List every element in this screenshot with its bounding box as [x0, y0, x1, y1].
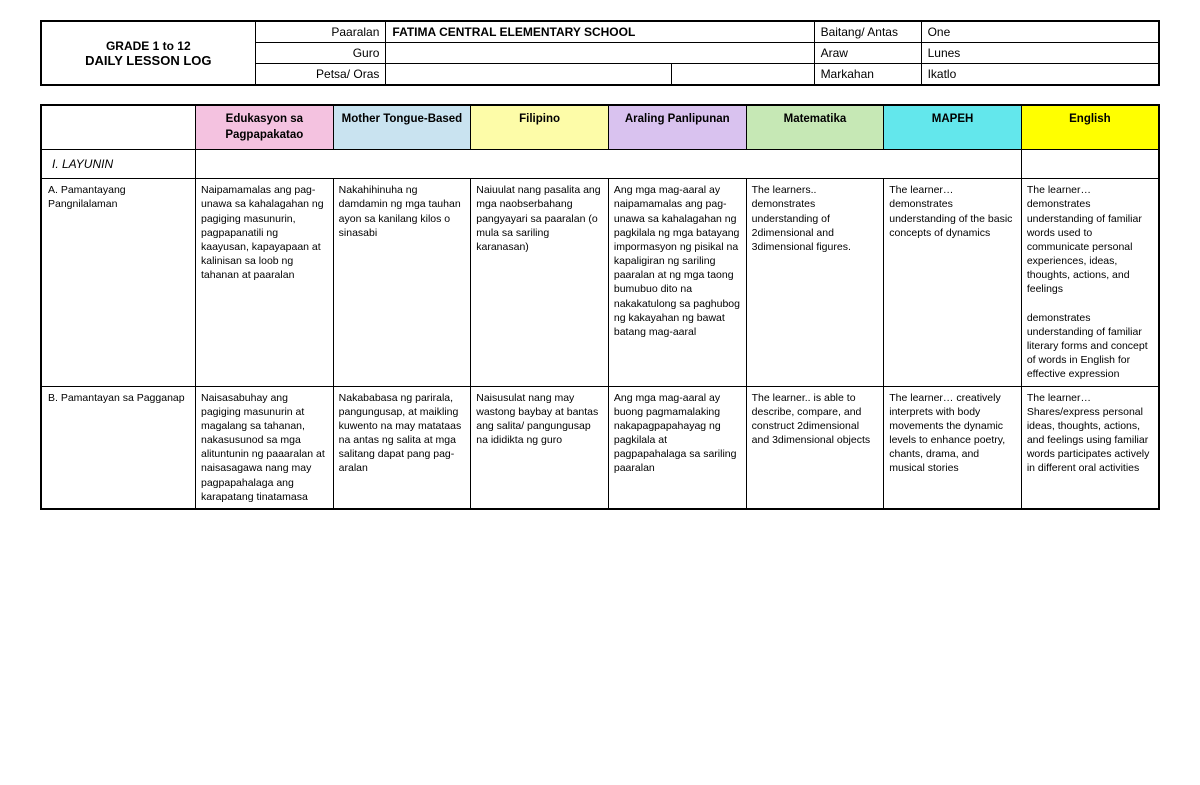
subject-name: Matematika [784, 113, 847, 125]
row-pamantayang-pangnilalaman: A. Pamantayang Pangnilalaman Naipamamala… [41, 179, 1159, 386]
cell: Nakababasa ng parirala, pangungusap, at … [333, 386, 471, 509]
blank-header [41, 105, 196, 150]
cell: The learner… demonstrates understanding … [884, 179, 1022, 386]
subject-name: Filipino [519, 113, 560, 125]
value-petsa-1 [386, 64, 671, 86]
subject-header: Matematika [746, 105, 884, 150]
value-paaralan: FATIMA CENTRAL ELEMENTARY SCHOOL [386, 21, 814, 43]
section-layunin-row: I. LAYUNIN [41, 150, 1159, 179]
cell: Naisasabuhay ang pagiging masunurin at m… [196, 386, 334, 509]
label-guro: Guro [255, 43, 386, 64]
subject-name: Edukasyon sa Pagpapakatao [225, 113, 303, 141]
subject-header: MAPEH [884, 105, 1022, 150]
label-baitang: Baitang/ Antas [814, 21, 921, 43]
cell: The learner.. is able to describe, compa… [746, 386, 884, 509]
value-markahan: Ikatlo [921, 64, 1159, 86]
cell: Naipamamalas ang pag-unawa sa kahalagaha… [196, 179, 334, 386]
row-pamantayan-pagganap: B. Pamantayan sa Pagganap Naisasabuhay a… [41, 386, 1159, 509]
section-layunin-label: I. LAYUNIN [41, 150, 196, 179]
subject-header: Edukasyon sa Pagpapakatao [196, 105, 334, 150]
header-table: GRADE 1 to 12 DAILY LESSON LOG Paaralan … [40, 20, 1160, 86]
cell: Naisusulat nang may wastong baybay at ba… [471, 386, 609, 509]
subject-header: Filipino [471, 105, 609, 150]
subject-header: Araling Panlipunan [608, 105, 746, 150]
subject-name: Araling Panlipunan [625, 113, 730, 125]
doc-title-cell: GRADE 1 to 12 DAILY LESSON LOG [41, 21, 255, 85]
grade-range: GRADE 1 to 12 [106, 39, 191, 53]
cell: The learner… creatively interprets with … [884, 386, 1022, 509]
row-a-label: A. Pamantayang Pangnilalaman [41, 179, 196, 386]
cell: Ang mga mag-aaral ay buong pagmamalaking… [608, 386, 746, 509]
subject-header: Mother Tongue-Based [333, 105, 471, 150]
value-petsa-2 [671, 64, 814, 86]
row-b-label: B. Pamantayan sa Pagganap [41, 386, 196, 509]
cell: Nakahihinuha ng damdamin ng mga tauhan a… [333, 179, 471, 386]
lesson-table: Edukasyon sa Pagpapakatao Mother Tongue-… [40, 104, 1160, 510]
cell: The learner… Shares/express personal ide… [1021, 386, 1159, 509]
cell: The learners.. demonstrates understandin… [746, 179, 884, 386]
section-empty [196, 150, 1022, 179]
value-araw: Lunes [921, 43, 1159, 64]
doc-subtitle: DAILY LESSON LOG [85, 53, 211, 68]
subject-name: MAPEH [932, 113, 974, 125]
label-markahan: Markahan [814, 64, 921, 86]
subject-name: Mother Tongue-Based [342, 113, 463, 125]
value-baitang: One [921, 21, 1159, 43]
cell: The learner… demonstrates understanding … [1021, 179, 1159, 386]
subject-header: English [1021, 105, 1159, 150]
subject-name: English [1069, 113, 1111, 125]
label-petsa: Petsa/ Oras [255, 64, 386, 86]
label-araw: Araw [814, 43, 921, 64]
label-paaralan: Paaralan [255, 21, 386, 43]
section-empty-last [1021, 150, 1159, 179]
value-guro [386, 43, 814, 64]
subject-header-row: Edukasyon sa Pagpapakatao Mother Tongue-… [41, 105, 1159, 150]
cell: Naiuulat nang pasalita ang mga naobserba… [471, 179, 609, 386]
cell: Ang mga mag-aaral ay naipamamalas ang pa… [608, 179, 746, 386]
